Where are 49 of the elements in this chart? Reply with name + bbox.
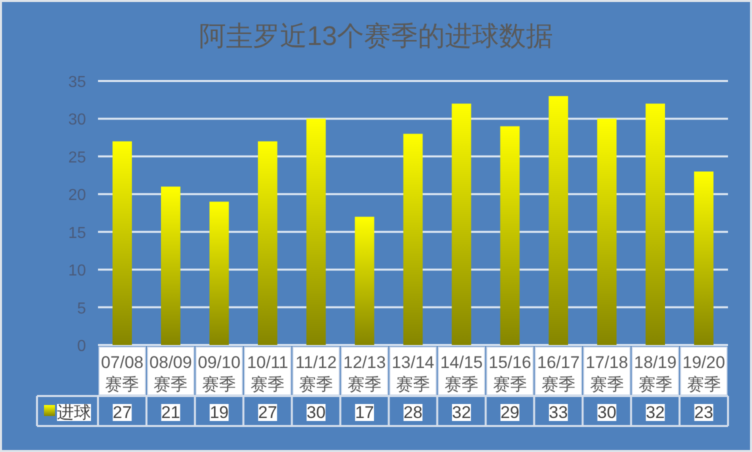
x-tick-label: 13/14 赛季 xyxy=(392,353,434,394)
x-tick-label: 19/20 赛季 xyxy=(682,353,726,394)
bar xyxy=(306,118,326,345)
y-tick-label: 15 xyxy=(68,224,86,242)
data-label: 32 xyxy=(452,403,471,422)
data-label: 27 xyxy=(112,403,132,422)
x-tick-label: 15/16 赛季 xyxy=(488,353,532,394)
data-label: 29 xyxy=(500,403,520,422)
x-tick-label: 18/19 赛季 xyxy=(634,353,677,394)
bar xyxy=(597,118,617,345)
data-label: 19 xyxy=(210,403,229,422)
bar xyxy=(258,141,278,345)
y-tick-label: 25 xyxy=(68,149,86,166)
bar xyxy=(548,96,568,345)
bar xyxy=(209,202,229,345)
y-tick-label: 35 xyxy=(68,74,86,91)
x-tick-label: 07/08 赛季 xyxy=(100,353,144,394)
bar xyxy=(694,172,714,345)
data-label: 30 xyxy=(597,403,616,422)
y-tick-label: 10 xyxy=(68,262,86,280)
bar xyxy=(354,216,374,345)
bar xyxy=(112,141,132,345)
data-label: 28 xyxy=(404,403,422,422)
bar xyxy=(403,134,423,345)
y-tick-label: 30 xyxy=(68,112,86,129)
y-tick-label: 20 xyxy=(68,187,86,204)
x-tick-label: 12/13 赛季 xyxy=(343,353,386,394)
x-tick-label: 17/18 赛季 xyxy=(586,353,628,394)
bar xyxy=(161,186,180,345)
data-label: 27 xyxy=(258,403,278,422)
y-tick-label: 0 xyxy=(77,338,86,355)
legend-label: 进球 xyxy=(57,403,91,422)
data-label: 21 xyxy=(161,403,180,422)
chart-title: 阿圭罗近13个赛季的进球数据 xyxy=(198,21,554,51)
x-tick-label: 11/12 赛季 xyxy=(295,353,337,394)
bar xyxy=(646,104,665,345)
data-label: 33 xyxy=(548,403,568,422)
data-label: 17 xyxy=(355,403,374,422)
data-label: 32 xyxy=(646,403,665,422)
x-tick-label: 08/09 赛季 xyxy=(149,353,192,394)
y-tick-label: 5 xyxy=(77,300,86,318)
x-tick-label: 09/10 赛季 xyxy=(198,353,240,394)
bar xyxy=(500,126,520,345)
bar xyxy=(452,104,472,345)
data-label: 23 xyxy=(694,403,714,422)
x-tick-label: 16/17 赛季 xyxy=(537,353,580,394)
data-label: 30 xyxy=(306,403,326,422)
x-tick-label: 14/15 赛季 xyxy=(440,353,483,394)
x-tick-label: 10/11 赛季 xyxy=(246,353,288,394)
